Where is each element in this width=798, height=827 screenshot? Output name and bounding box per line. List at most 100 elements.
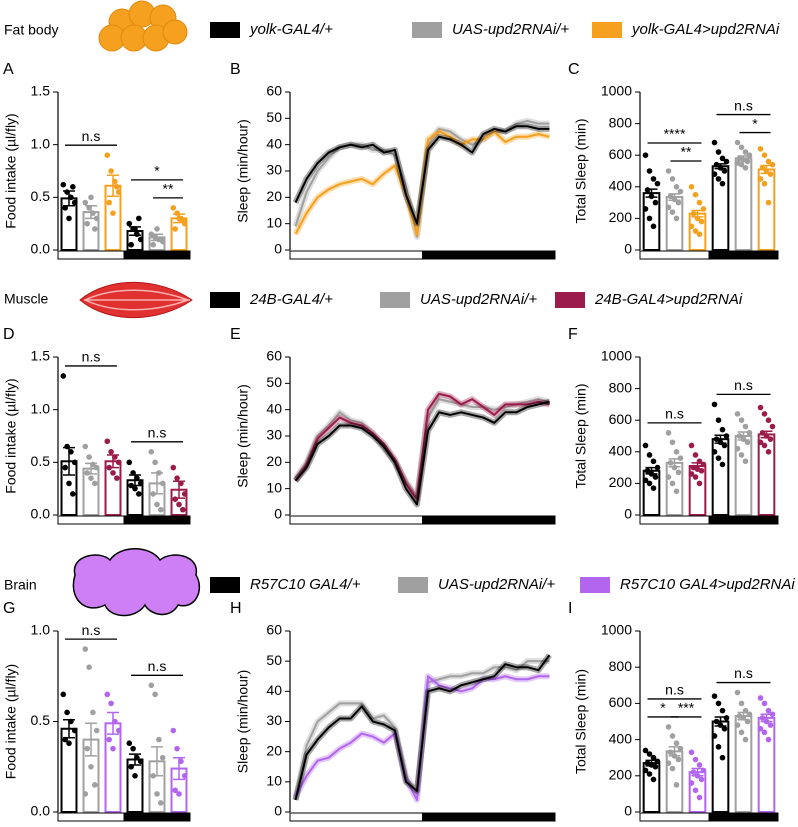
data-point: [148, 682, 155, 689]
data-point: [763, 718, 770, 725]
data-point: [650, 223, 657, 230]
data-point: [646, 452, 653, 458]
bar: [734, 157, 753, 251]
data-point: [62, 464, 68, 471]
data-point: [765, 417, 772, 424]
data-point: [711, 401, 718, 408]
data-point: [746, 711, 753, 718]
data-point: [669, 439, 676, 446]
data-point: [757, 404, 764, 411]
bar: [104, 722, 122, 813]
y-tick-label: 600: [609, 411, 633, 427]
data-point: [650, 776, 657, 783]
legend-label: yolk-GAL4>upd2RNAi: [631, 21, 780, 38]
data-point: [738, 417, 745, 424]
data-point: [738, 452, 745, 458]
muscle-icon: [79, 281, 193, 319]
data-point: [106, 199, 112, 206]
data-point: [765, 158, 772, 165]
significance-label: n.s: [82, 349, 101, 365]
data-point: [154, 501, 160, 508]
data-point: [742, 165, 749, 171]
data-point: [156, 470, 162, 476]
data-point: [114, 184, 120, 190]
data-point: [742, 149, 749, 155]
legend-label: R57C10 GAL4>upd2RNAi: [620, 576, 795, 593]
data-point: [665, 724, 672, 730]
data-point: [667, 460, 674, 466]
data-point: [667, 749, 674, 756]
significance-label: n.s: [665, 682, 684, 698]
data-point: [93, 215, 100, 222]
data-point: [106, 736, 112, 743]
data-point: [675, 199, 682, 206]
data-point: [154, 226, 160, 232]
data-point: [650, 458, 657, 465]
data-point: [757, 176, 764, 182]
data-point: [723, 158, 730, 165]
data-point: [765, 707, 772, 714]
light-phase: [639, 250, 710, 260]
data-point: [644, 187, 651, 193]
y-tick-label: 800: [609, 114, 633, 130]
data-point: [692, 452, 699, 458]
data-point: [650, 754, 657, 761]
data-point: [761, 729, 768, 736]
light-phase: [289, 250, 423, 260]
data-point: [688, 223, 695, 230]
data-point: [734, 411, 741, 417]
data-point: [669, 480, 676, 487]
data-point: [130, 745, 136, 752]
data-point: [757, 439, 764, 446]
data-point: [692, 756, 699, 763]
data-point: [646, 215, 653, 222]
y-tick-label: 30: [266, 427, 282, 443]
data-point: [738, 700, 745, 707]
data-point: [746, 152, 753, 158]
data-point: [757, 146, 764, 152]
data-point: [767, 436, 774, 442]
y-tick-label: 40: [266, 135, 282, 151]
data-point: [71, 459, 78, 466]
y-tick-label: 800: [609, 658, 633, 674]
dark-phase: [708, 515, 779, 525]
data-point: [112, 454, 118, 460]
data-point: [126, 740, 133, 747]
y-tick-label: 10: [266, 479, 282, 495]
y-tick-label: 20: [266, 742, 282, 758]
data-point: [86, 205, 92, 211]
data-point: [696, 480, 703, 487]
panel-letter: I: [568, 600, 572, 617]
y-tick-label: 1000: [601, 83, 632, 99]
panel-letter: E: [230, 326, 241, 343]
data-point: [60, 373, 67, 379]
data-point: [132, 773, 138, 779]
data-point: [700, 767, 707, 774]
significance-label: *: [660, 700, 666, 716]
data-point: [690, 210, 697, 217]
y-axis-label: Food intake (µl/fly): [3, 378, 19, 493]
y-tick-label: 200: [609, 209, 633, 225]
data-point: [646, 480, 653, 487]
data-point: [721, 442, 728, 449]
data-point: [694, 773, 701, 779]
y-tick-label: 0.5: [31, 712, 51, 728]
y-tick-label: 60: [266, 348, 282, 364]
significance-label: n.s: [734, 97, 753, 113]
y-tick-label: 0: [274, 803, 282, 819]
significance-label: n.s: [148, 658, 167, 674]
data-point: [717, 165, 724, 171]
significance-label: n.s: [665, 406, 684, 422]
y-tick-label: 1.0: [31, 135, 51, 151]
y-tick-label: 0: [274, 506, 282, 522]
data-point: [740, 715, 747, 721]
data-point: [700, 206, 707, 212]
data-point: [696, 458, 703, 465]
y-axis-label: Food intake (µl/fly): [3, 113, 19, 228]
data-point: [180, 506, 186, 513]
data-point: [176, 501, 182, 508]
legend-swatch: [210, 292, 240, 308]
tissue-label: Fat body: [4, 22, 58, 38]
data-point: [757, 725, 764, 732]
data-point: [134, 754, 140, 761]
